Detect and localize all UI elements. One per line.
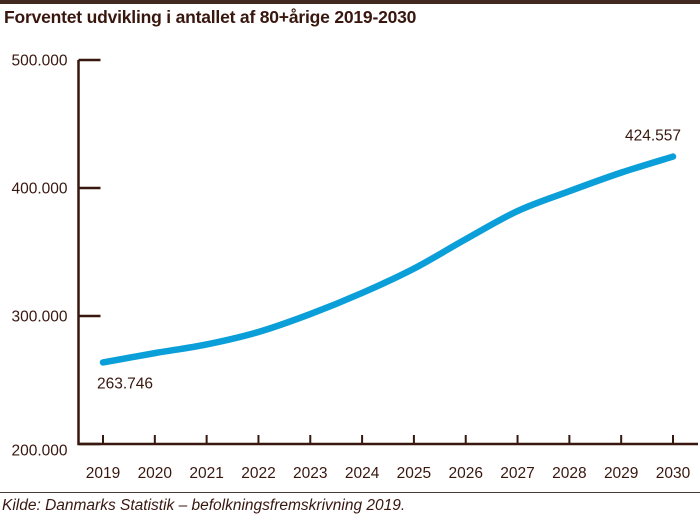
chart-title: Forventet udvikling i antallet af 80+åri…	[4, 7, 417, 27]
x-axis-tick-label: 2028	[552, 465, 586, 482]
x-axis-tick-label: 2026	[448, 465, 482, 482]
line-chart-canvas: 500.000 400.000 300.000 200.000 2019 2020 2021…	[11, 53, 698, 482]
x-axis-tick-label: 2030	[656, 465, 691, 482]
x-axis-tick-label: 2025	[397, 465, 431, 482]
x-axis-tick-label: 2020	[138, 465, 173, 482]
first-point-label: 263.746	[97, 375, 153, 392]
x-axis-tick-label: 2019	[86, 465, 120, 482]
y-axis-tick-label: 200.000	[11, 443, 67, 460]
y-axis-tick-label: 500.000	[11, 53, 67, 70]
source-divider	[0, 492, 700, 493]
x-axis-tick-label: 2027	[500, 465, 534, 482]
axis-lines	[77, 60, 698, 446]
x-axis-tick-label: 2029	[604, 465, 638, 482]
y-axis-tick-label: 300.000	[11, 309, 67, 326]
x-axis-tick-label: 2023	[293, 465, 327, 482]
last-point-label: 424.557	[625, 128, 681, 145]
x-axis-tick-label: 2021	[189, 465, 223, 482]
data-line-80plus	[99, 153, 677, 366]
x-axis-tick-label: 2022	[241, 465, 275, 482]
y-axis-tick-label: 400.000	[11, 181, 67, 198]
x-axis-tick-label: 2024	[345, 465, 380, 482]
source-note: Kilde: Danmarks Statistik – befolkningsf…	[2, 497, 406, 514]
top-accent-bar	[0, 0, 700, 4]
